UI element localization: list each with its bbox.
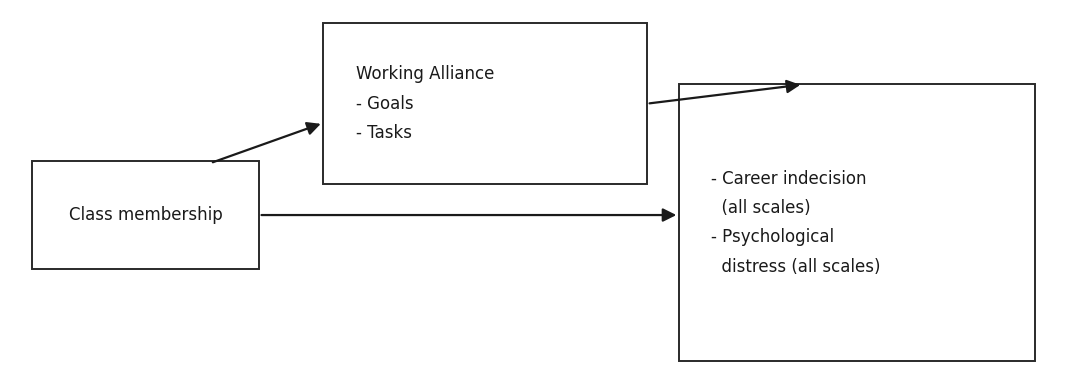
Text: Working Alliance
- Goals
- Tasks: Working Alliance - Goals - Tasks xyxy=(356,66,494,142)
FancyBboxPatch shape xyxy=(323,23,647,184)
FancyBboxPatch shape xyxy=(679,84,1035,361)
Text: - Career indecision
  (all scales)
- Psychological
  distress (all scales): - Career indecision (all scales) - Psych… xyxy=(711,170,881,276)
FancyBboxPatch shape xyxy=(32,161,259,269)
Text: Class membership: Class membership xyxy=(69,206,222,224)
